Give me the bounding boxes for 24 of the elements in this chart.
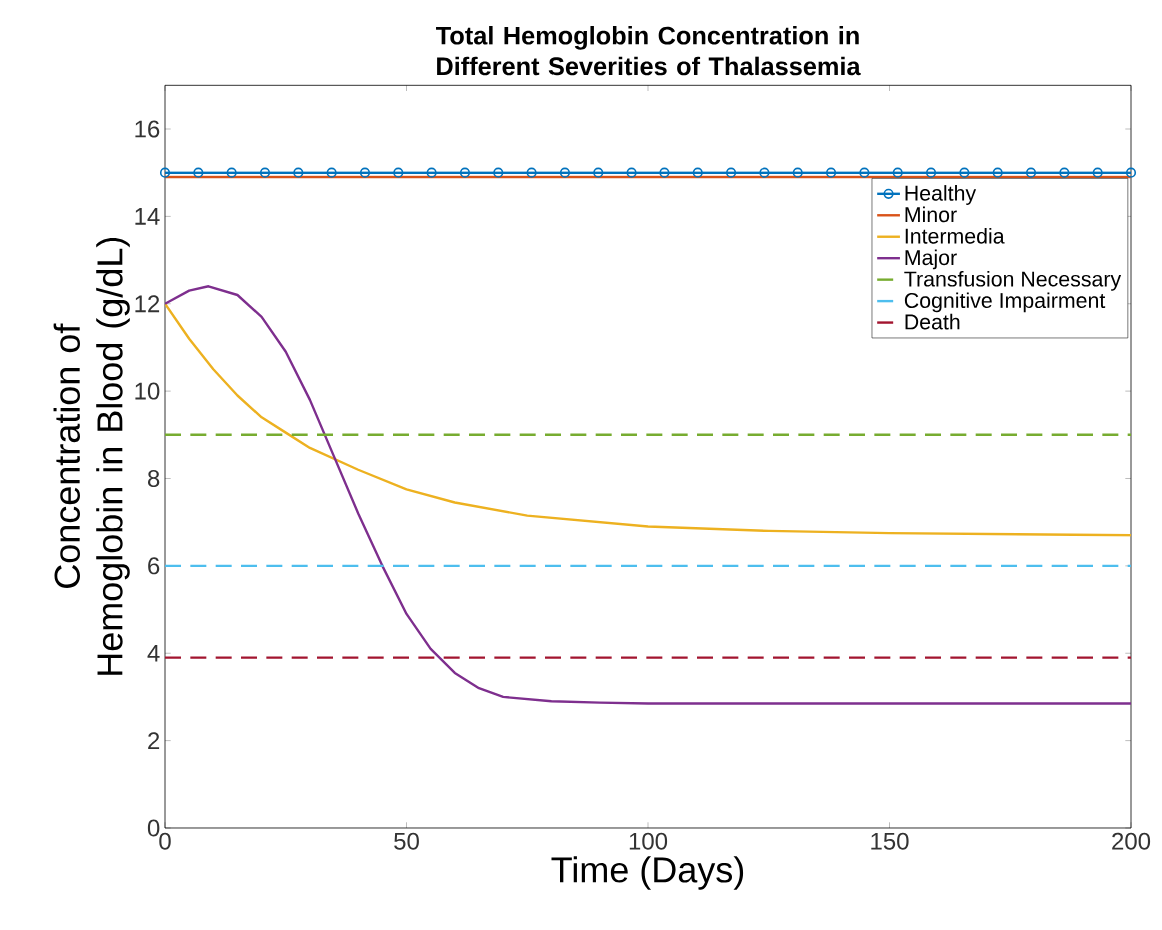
x-axis-title: Time (Days) bbox=[551, 856, 744, 890]
x-tick-label: 50 bbox=[394, 832, 419, 850]
legend-label: Intermedia bbox=[905, 228, 1005, 244]
y-tick-label: 10 bbox=[135, 382, 160, 400]
y-axis-title: Concentration of Hemoglobin in Blood (g/dL) bbox=[53, 237, 130, 675]
y-tick-label: 16 bbox=[135, 120, 160, 138]
y-tick-label: 4 bbox=[147, 644, 160, 662]
y-tick-label: 0 bbox=[147, 819, 160, 837]
legend-label: Major bbox=[905, 249, 957, 270]
legend-label: Minor bbox=[905, 206, 957, 223]
legend-label: Death bbox=[905, 313, 960, 330]
legend-label: Transfusion Necessary bbox=[904, 270, 1122, 291]
y-tick-label: 2 bbox=[148, 732, 160, 749]
x-tick-label: 100 bbox=[629, 832, 668, 850]
legend-label: Cognitive Impairment bbox=[904, 292, 1106, 313]
y-tick-label: 12 bbox=[135, 295, 160, 313]
x-tick-label: 0 bbox=[159, 832, 171, 850]
y-tick-label: 14 bbox=[135, 208, 160, 225]
legend-label: Healthy bbox=[905, 185, 977, 205]
y-tick-label: 6 bbox=[148, 557, 160, 575]
y-tick-label: 8 bbox=[148, 469, 160, 487]
x-tick-label: 200 bbox=[1112, 832, 1151, 850]
x-tick-label: 150 bbox=[871, 832, 909, 850]
chart-title: Total Hemoglobin Concentration in Different Severities of Thalassemia bbox=[436, 26, 861, 76]
